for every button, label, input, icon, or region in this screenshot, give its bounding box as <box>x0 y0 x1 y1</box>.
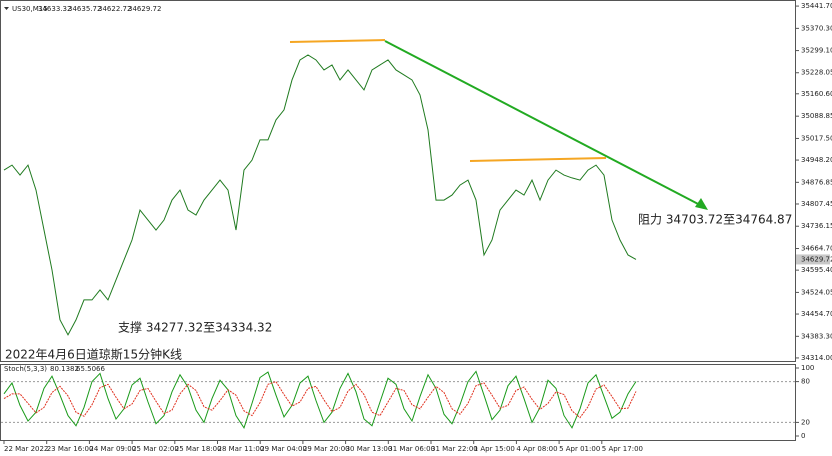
ohlc: 34622.72 <box>98 5 131 13</box>
y-tick-label: 35228.05 <box>801 69 832 77</box>
x-tick-label: 30 Mar 13:00 <box>346 445 393 453</box>
y-tick-label: 34383.30 <box>801 332 832 340</box>
x-tick-label: 29 Mar 04:00 <box>260 445 307 453</box>
x-tick-label: 4 Apr 08:00 <box>516 445 557 453</box>
resistance-line <box>289 39 386 43</box>
y-tick-label: 34314.00 <box>801 354 832 362</box>
y-tick-label: 34524.05 <box>801 288 832 296</box>
ohlc: 34629.72 <box>128 5 161 13</box>
y-tick-label: 34454.70 <box>801 310 832 318</box>
y-tick-label: 34948.20 <box>801 156 832 164</box>
stoch-value: 65.5066 <box>76 365 105 373</box>
current-price-box <box>796 254 830 265</box>
x-tick-label: 25 Mar 02:00 <box>132 445 179 453</box>
y-tick-label: 34595.40 <box>801 266 832 274</box>
stoch-label: Stoch(5,3,3) <box>4 365 47 373</box>
x-tick-label: 5 Apr 01:00 <box>559 445 600 453</box>
x-tick-label: 29 Mar 20:00 <box>303 445 350 453</box>
x-tick-label: 5 Apr 17:00 <box>602 445 643 453</box>
stoch-line <box>3 380 637 419</box>
x-tick-label: 22 Mar 2022 <box>4 445 48 453</box>
ohlc: 34635.72 <box>68 5 101 13</box>
trend-line <box>384 40 703 207</box>
resistance-annotation: 阻力 34703.72至34764.87 <box>638 213 792 227</box>
ohlc: 34633.32 <box>38 5 71 13</box>
current-price: 34629.72 <box>801 255 832 263</box>
price-panel <box>0 0 796 362</box>
resistance-line <box>469 157 607 162</box>
y-tick-label: 34736.15 <box>801 222 832 230</box>
stoch-panel <box>0 364 796 441</box>
stoch-value: 80.1382 <box>50 365 79 373</box>
y-tick-label: 0 <box>801 432 805 440</box>
x-tick-label: 25 Mar 18:00 <box>175 445 222 453</box>
x-tick-label: 1 Apr 15:00 <box>474 445 515 453</box>
symbol: US30,M15 <box>12 5 48 13</box>
y-tick-label: 20 <box>801 418 810 426</box>
x-tick-label: 23 Mar 16:00 <box>47 445 94 453</box>
y-tick-label: 34876.85 <box>801 178 832 186</box>
y-tick-label: 35299.10 <box>801 47 832 55</box>
y-tick-label: 35441.70 <box>801 2 832 10</box>
y-tick-label: 34664.70 <box>801 245 832 253</box>
y-tick-label: 35088.85 <box>801 112 832 120</box>
x-tick-label: 28 Mar 11:00 <box>218 445 265 453</box>
support-annotation: 支撑 34277.32至34334.32 <box>118 320 272 335</box>
y-tick-label: 35017.50 <box>801 134 832 142</box>
price-line <box>3 54 637 336</box>
y-tick-label: 35160.60 <box>801 90 832 98</box>
x-tick-label: 24 Mar 09:00 <box>89 445 136 453</box>
y-tick-label: 34807.45 <box>801 200 832 208</box>
trend-arrow <box>695 198 708 210</box>
y-tick-label: 100 <box>801 364 814 372</box>
x-tick-label: 31 Mar 22:00 <box>431 445 478 453</box>
stoch-line <box>3 370 637 429</box>
header-marker <box>4 7 9 10</box>
caption: 2022年4月6日道琼斯15分钟K线 <box>5 347 182 362</box>
y-tick-label: 80 <box>801 378 810 386</box>
x-tick-label: 31 Mar 06:00 <box>388 445 435 453</box>
y-tick-label: 35370.30 <box>801 24 832 32</box>
